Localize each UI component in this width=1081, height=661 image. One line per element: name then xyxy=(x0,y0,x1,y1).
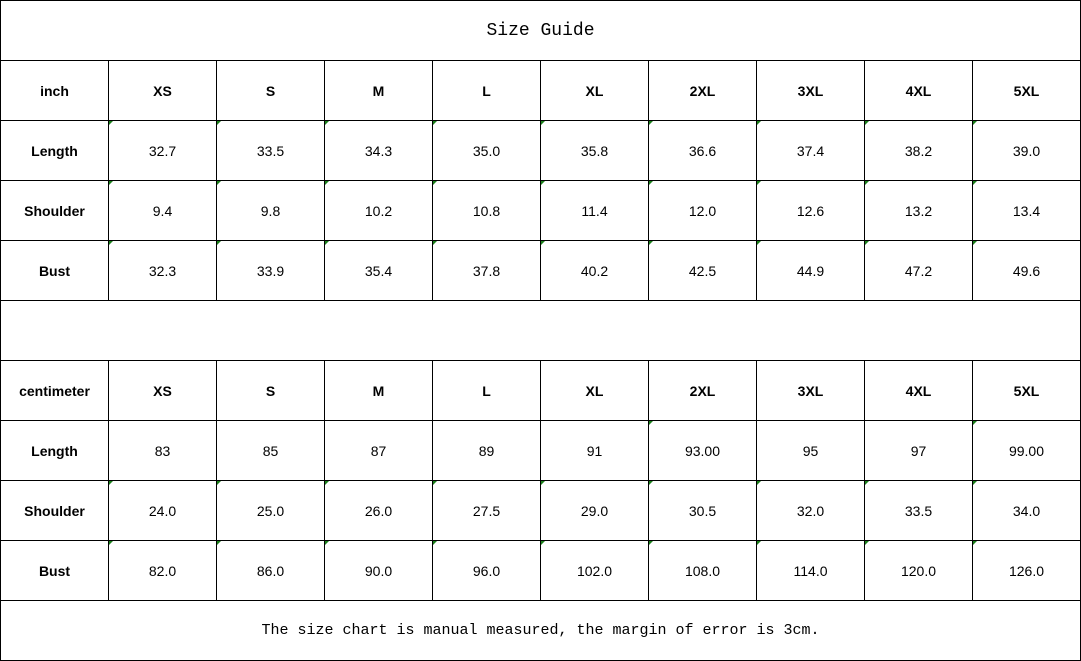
measure-label-cell[interactable]: Length xyxy=(0,420,109,481)
size-header-cell[interactable]: 4XL xyxy=(864,360,973,421)
unit-header-cell[interactable]: inch xyxy=(0,60,109,121)
value-cell[interactable]: 96.0 xyxy=(432,540,541,601)
size-header-cell[interactable]: L xyxy=(432,60,541,121)
value-cell[interactable]: 29.0 xyxy=(540,480,649,541)
value-cell[interactable]: 114.0 xyxy=(756,540,865,601)
value-cell[interactable]: 32.7 xyxy=(108,120,217,181)
cm-bust-row: Bust 82.0 86.0 90.0 96.0 102.0 108.0 114.0 120.0… xyxy=(0,540,1081,601)
footer-note-cell[interactable]: The size chart is manual measured, the m… xyxy=(0,600,1081,661)
value-cell[interactable]: 90.0 xyxy=(324,540,433,601)
value-cell[interactable]: 82.0 xyxy=(108,540,217,601)
measure-label-cell[interactable]: Bust xyxy=(0,540,109,601)
value-cell[interactable]: 35.4 xyxy=(324,240,433,301)
size-header-cell[interactable]: XL xyxy=(540,360,649,421)
value-cell[interactable]: 9.8 xyxy=(216,180,325,241)
value-cell[interactable]: 85 xyxy=(216,420,325,481)
value-cell[interactable]: 32.0 xyxy=(756,480,865,541)
value-cell[interactable]: 40.2 xyxy=(540,240,649,301)
value-cell[interactable]: 11.4 xyxy=(540,180,649,241)
title-row: Size Guide xyxy=(0,0,1081,61)
inch-bust-row: Bust 32.3 33.9 35.4 37.8 40.2 42.5 44.9 47.2 49.6 xyxy=(0,240,1081,301)
value-cell[interactable]: 33.9 xyxy=(216,240,325,301)
inch-header-row: inch XS S M L XL 2XL 3XL 4XL 5XL xyxy=(0,60,1081,121)
value-cell[interactable]: 87 xyxy=(324,420,433,481)
cm-length-row: Length 83 85 87 89 91 93.00 95 97 99.00 xyxy=(0,420,1081,481)
value-cell[interactable]: 10.2 xyxy=(324,180,433,241)
size-header-cell[interactable]: 3XL xyxy=(756,360,865,421)
value-cell[interactable]: 102.0 xyxy=(540,540,649,601)
value-cell[interactable]: 89 xyxy=(432,420,541,481)
value-cell[interactable]: 32.3 xyxy=(108,240,217,301)
value-cell[interactable]: 34.3 xyxy=(324,120,433,181)
value-cell[interactable]: 25.0 xyxy=(216,480,325,541)
cm-header-row: centimeter XS S M L XL 2XL 3XL 4XL 5XL xyxy=(0,360,1081,421)
value-cell[interactable]: 120.0 xyxy=(864,540,973,601)
size-header-cell[interactable]: 2XL xyxy=(648,360,757,421)
value-cell[interactable]: 42.5 xyxy=(648,240,757,301)
value-cell[interactable]: 34.0 xyxy=(972,480,1081,541)
value-cell[interactable]: 24.0 xyxy=(108,480,217,541)
value-cell[interactable]: 12.6 xyxy=(756,180,865,241)
size-header-cell[interactable]: M xyxy=(324,60,433,121)
size-header-cell[interactable]: S xyxy=(216,60,325,121)
value-cell[interactable]: 97 xyxy=(864,420,973,481)
value-cell[interactable]: 35.0 xyxy=(432,120,541,181)
measure-label-cell[interactable]: Length xyxy=(0,120,109,181)
measure-label-cell[interactable]: Shoulder xyxy=(0,180,109,241)
inch-length-row: Length 32.7 33.5 34.3 35.0 35.8 36.6 37.4 38.2 39… xyxy=(0,120,1081,181)
size-header-cell[interactable]: 4XL xyxy=(864,60,973,121)
size-header-cell[interactable]: XS xyxy=(108,360,217,421)
value-cell[interactable]: 27.5 xyxy=(432,480,541,541)
size-header-cell[interactable]: XS xyxy=(108,60,217,121)
value-cell[interactable]: 37.4 xyxy=(756,120,865,181)
spacer-row xyxy=(0,300,1081,361)
value-cell[interactable]: 83 xyxy=(108,420,217,481)
measure-label-cell[interactable]: Shoulder xyxy=(0,480,109,541)
value-cell[interactable]: 99.00 xyxy=(972,420,1081,481)
value-cell[interactable]: 30.5 xyxy=(648,480,757,541)
value-cell[interactable]: 47.2 xyxy=(864,240,973,301)
cm-shoulder-row: Shoulder 24.0 25.0 26.0 27.5 29.0 30.5 32.0 33.5… xyxy=(0,480,1081,541)
size-header-cell[interactable]: 3XL xyxy=(756,60,865,121)
empty-cell[interactable] xyxy=(0,300,1081,361)
unit-header-cell[interactable]: centimeter xyxy=(0,360,109,421)
value-cell[interactable]: 44.9 xyxy=(756,240,865,301)
value-cell[interactable]: 126.0 xyxy=(972,540,1081,601)
inch-shoulder-row: Shoulder 9.4 9.8 10.2 10.8 11.4 12.0 12.6 13.2 13… xyxy=(0,180,1081,241)
value-cell[interactable]: 9.4 xyxy=(108,180,217,241)
value-cell[interactable]: 93.00 xyxy=(648,420,757,481)
title-cell[interactable]: Size Guide xyxy=(0,0,1081,61)
size-header-cell[interactable]: 2XL xyxy=(648,60,757,121)
value-cell[interactable]: 26.0 xyxy=(324,480,433,541)
size-header-cell[interactable]: S xyxy=(216,360,325,421)
value-cell[interactable]: 13.2 xyxy=(864,180,973,241)
value-cell[interactable]: 13.4 xyxy=(972,180,1081,241)
size-header-cell[interactable]: M xyxy=(324,360,433,421)
value-cell[interactable]: 91 xyxy=(540,420,649,481)
size-header-cell[interactable]: 5XL xyxy=(972,360,1081,421)
value-cell[interactable]: 12.0 xyxy=(648,180,757,241)
value-cell[interactable]: 35.8 xyxy=(540,120,649,181)
value-cell[interactable]: 39.0 xyxy=(972,120,1081,181)
size-header-cell[interactable]: L xyxy=(432,360,541,421)
value-cell[interactable]: 37.8 xyxy=(432,240,541,301)
value-cell[interactable]: 108.0 xyxy=(648,540,757,601)
value-cell[interactable]: 33.5 xyxy=(864,480,973,541)
value-cell[interactable]: 33.5 xyxy=(216,120,325,181)
size-header-cell[interactable]: XL xyxy=(540,60,649,121)
value-cell[interactable]: 38.2 xyxy=(864,120,973,181)
value-cell[interactable]: 95 xyxy=(756,420,865,481)
value-cell[interactable]: 36.6 xyxy=(648,120,757,181)
value-cell[interactable]: 86.0 xyxy=(216,540,325,601)
size-header-cell[interactable]: 5XL xyxy=(972,60,1081,121)
value-cell[interactable]: 10.8 xyxy=(432,180,541,241)
measure-label-cell[interactable]: Bust xyxy=(0,240,109,301)
footer-row: The size chart is manual measured, the m… xyxy=(0,600,1081,661)
value-cell[interactable]: 49.6 xyxy=(972,240,1081,301)
